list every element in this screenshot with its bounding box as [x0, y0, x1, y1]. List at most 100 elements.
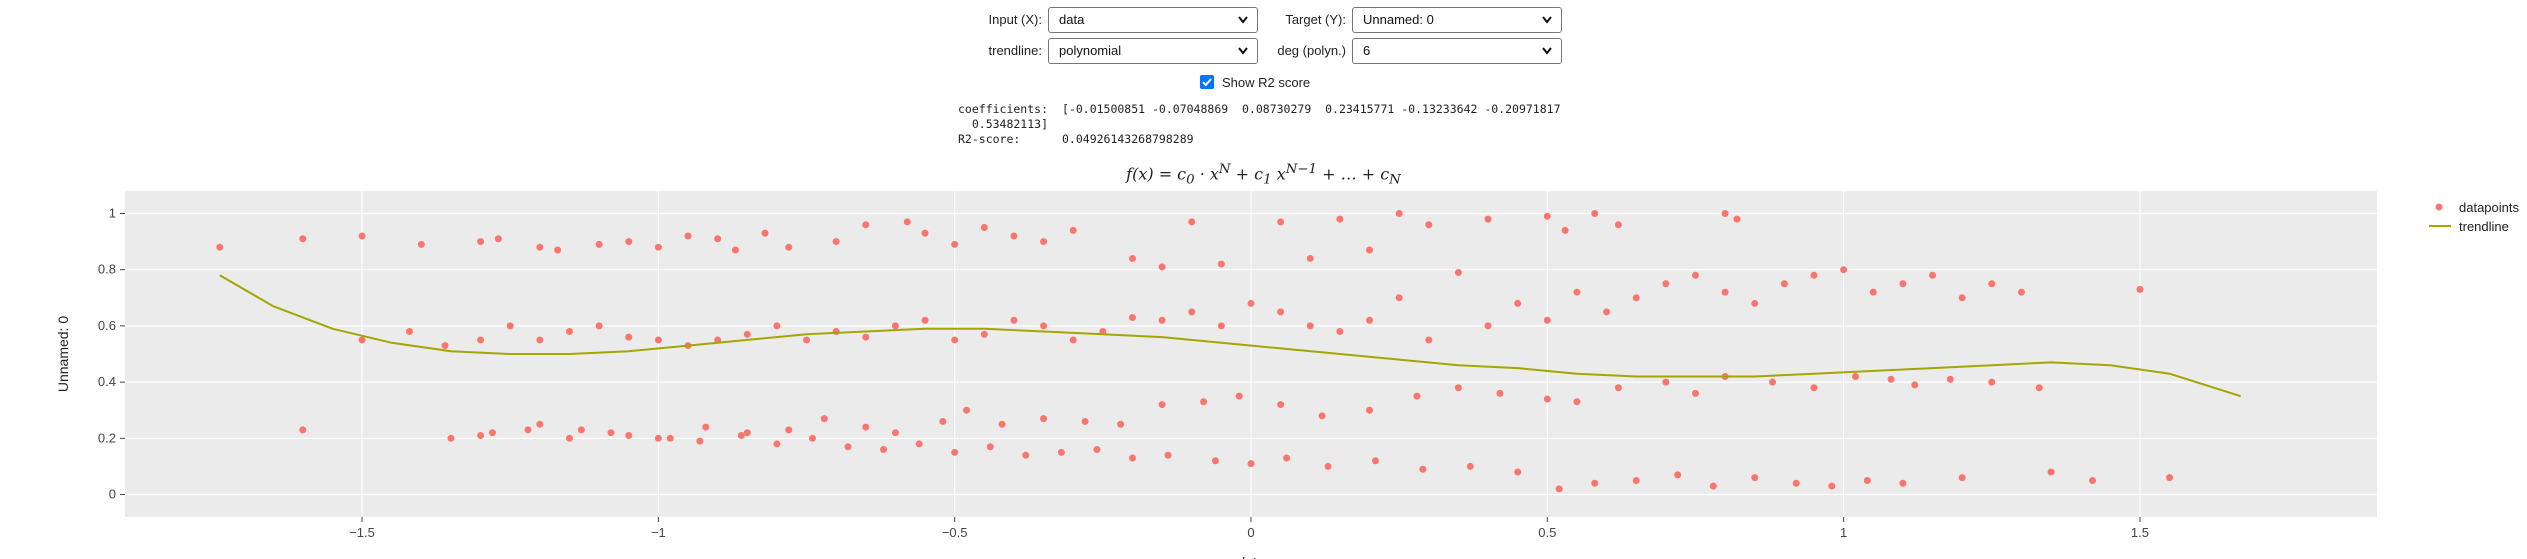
- datapoint[interactable]: [1188, 218, 1196, 226]
- datapoint[interactable]: [1561, 226, 1569, 234]
- trendline-select[interactable]: polynomial: [1048, 38, 1258, 64]
- datapoint[interactable]: [1306, 322, 1314, 330]
- datapoint[interactable]: [1691, 389, 1699, 397]
- datapoint[interactable]: [1040, 322, 1048, 330]
- datapoint[interactable]: [1419, 465, 1427, 473]
- datapoint[interactable]: [1217, 260, 1225, 268]
- datapoint[interactable]: [2017, 288, 2025, 296]
- datapoint[interactable]: [986, 443, 994, 451]
- datapoint[interactable]: [1958, 294, 1966, 302]
- datapoint[interactable]: [903, 218, 911, 226]
- datapoint[interactable]: [1899, 280, 1907, 288]
- datapoint[interactable]: [951, 240, 959, 248]
- datapoint[interactable]: [1691, 271, 1699, 279]
- datapoint[interactable]: [1573, 288, 1581, 296]
- datapoint[interactable]: [1425, 336, 1433, 344]
- datapoint[interactable]: [684, 232, 692, 240]
- datapoint[interactable]: [1929, 271, 1937, 279]
- datapoint[interactable]: [358, 232, 366, 240]
- datapoint[interactable]: [862, 221, 870, 229]
- datapoint[interactable]: [832, 238, 840, 246]
- datapoint[interactable]: [1709, 482, 1717, 490]
- datapoint[interactable]: [536, 420, 544, 428]
- datapoint[interactable]: [731, 246, 739, 254]
- datapoint[interactable]: [1318, 412, 1326, 420]
- datapoint[interactable]: [921, 316, 929, 324]
- datapoint[interactable]: [1211, 457, 1219, 465]
- datapoint[interactable]: [1454, 269, 1462, 276]
- datapoint[interactable]: [1496, 389, 1504, 397]
- target-y-select[interactable]: Unnamed: 0: [1352, 7, 1562, 33]
- datapoint[interactable]: [1851, 372, 1859, 380]
- datapoint[interactable]: [488, 429, 496, 437]
- datapoint[interactable]: [737, 432, 745, 439]
- datapoint[interactable]: [2136, 285, 2144, 293]
- datapoint[interactable]: [1887, 375, 1895, 383]
- datapoint[interactable]: [915, 440, 923, 448]
- datapoint[interactable]: [1988, 378, 1996, 386]
- datapoint[interactable]: [1810, 271, 1818, 279]
- datapoint[interactable]: [1543, 395, 1551, 403]
- datapoint[interactable]: [939, 417, 947, 425]
- datapoint[interactable]: [1632, 476, 1640, 484]
- datapoint[interactable]: [1277, 308, 1285, 316]
- datapoint[interactable]: [880, 446, 888, 454]
- datapoint[interactable]: [1022, 451, 1030, 459]
- datapoint[interactable]: [565, 434, 573, 442]
- datapoint[interactable]: [1200, 398, 1208, 406]
- datapoint[interactable]: [216, 243, 224, 251]
- datapoint[interactable]: [844, 443, 852, 451]
- datapoint[interactable]: [477, 336, 485, 344]
- datapoint[interactable]: [891, 429, 899, 437]
- datapoint[interactable]: [1591, 209, 1599, 217]
- datapoint[interactable]: [891, 322, 899, 330]
- datapoint[interactable]: [1247, 460, 1255, 468]
- datapoint[interactable]: [1395, 209, 1403, 217]
- datapoint[interactable]: [1721, 209, 1729, 217]
- datapoint[interactable]: [1306, 254, 1314, 262]
- datapoint[interactable]: [1158, 401, 1166, 409]
- datapoint[interactable]: [743, 429, 751, 437]
- datapoint[interactable]: [358, 336, 366, 344]
- datapoint[interactable]: [1247, 299, 1255, 307]
- datapoint[interactable]: [494, 235, 502, 243]
- datapoint[interactable]: [1733, 215, 1741, 223]
- datapoint[interactable]: [536, 336, 544, 344]
- datapoint[interactable]: [773, 440, 781, 448]
- datapoint[interactable]: [666, 434, 674, 442]
- datapoint[interactable]: [2089, 476, 2097, 484]
- legend[interactable]: datapoints trendline: [2429, 200, 2519, 234]
- datapoint[interactable]: [1751, 299, 1759, 307]
- datapoint[interactable]: [441, 342, 449, 350]
- datapoint[interactable]: [1514, 299, 1522, 307]
- datapoint[interactable]: [654, 243, 662, 251]
- datapoint[interactable]: [1277, 401, 1285, 409]
- datapoint[interactable]: [299, 235, 307, 243]
- datapoint[interactable]: [654, 434, 662, 442]
- datapoint[interactable]: [1217, 322, 1225, 330]
- datapoint[interactable]: [1632, 294, 1640, 302]
- datapoint[interactable]: [1336, 215, 1344, 223]
- legend-trendline-label[interactable]: trendline: [2459, 219, 2509, 234]
- datapoint[interactable]: [1828, 482, 1836, 490]
- datapoint[interactable]: [714, 235, 722, 243]
- datapoint[interactable]: [820, 415, 828, 423]
- datapoint[interactable]: [1751, 474, 1759, 482]
- datapoint[interactable]: [1780, 280, 1788, 288]
- datapoint[interactable]: [2047, 468, 2055, 476]
- legend-datapoints-label[interactable]: datapoints: [2459, 200, 2519, 215]
- datapoint[interactable]: [1591, 479, 1599, 487]
- datapoint[interactable]: [625, 432, 633, 439]
- datapoint[interactable]: [980, 224, 988, 232]
- datapoint[interactable]: [1069, 336, 1077, 344]
- datapoint[interactable]: [447, 434, 455, 442]
- datapoint[interactable]: [696, 437, 704, 445]
- datapoint[interactable]: [1573, 398, 1581, 406]
- degree-select[interactable]: 6: [1352, 38, 1562, 64]
- datapoint[interactable]: [1164, 451, 1172, 459]
- datapoint[interactable]: [1674, 471, 1682, 479]
- datapoint[interactable]: [1040, 415, 1048, 423]
- datapoint[interactable]: [743, 330, 751, 338]
- datapoint[interactable]: [1662, 378, 1670, 386]
- datapoint[interactable]: [1810, 384, 1818, 392]
